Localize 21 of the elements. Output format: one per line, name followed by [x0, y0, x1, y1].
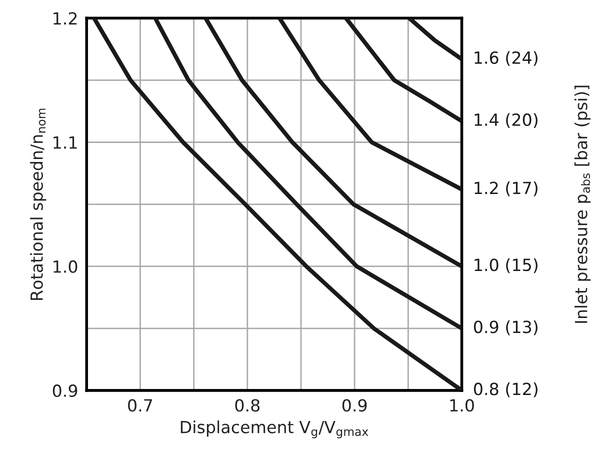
- x-tick-label: 0.8: [235, 399, 260, 412]
- line-series: [277, 18, 462, 192]
- x-axis-title: Displacement V$_{g}$/V$_{gmax}$: [180, 420, 368, 438]
- line-series: [344, 18, 462, 124]
- text: Inlet pressure p$_{abs}$ [bar (psi)]: [574, 86, 591, 323]
- y-tick-label: 1.1: [54, 136, 77, 149]
- y-tick-label: 0.9: [52, 384, 78, 398]
- series-label: 1.6 (24): [474, 51, 538, 66]
- x-tick-label: 0.9: [342, 399, 367, 412]
- series-label: 1.0 (15): [474, 258, 538, 274]
- x-tick-label: 1.0: [450, 399, 474, 412]
- series-label: 1.2 (17): [474, 181, 538, 196]
- series-label: 0.9 (13): [474, 320, 538, 336]
- y-tick-label: 1.2: [54, 12, 77, 24]
- series-label: 1.4 (20): [474, 113, 538, 128]
- line-series: [153, 18, 462, 330]
- y-axis-title: Rotational speedn/n$_{nom}$: [30, 108, 46, 300]
- series-label: 0.8 (12): [474, 382, 538, 398]
- line-series: [204, 18, 462, 268]
- y-tick-label: 1.0: [54, 260, 78, 273]
- x-tick-label: 0.7: [128, 399, 152, 412]
